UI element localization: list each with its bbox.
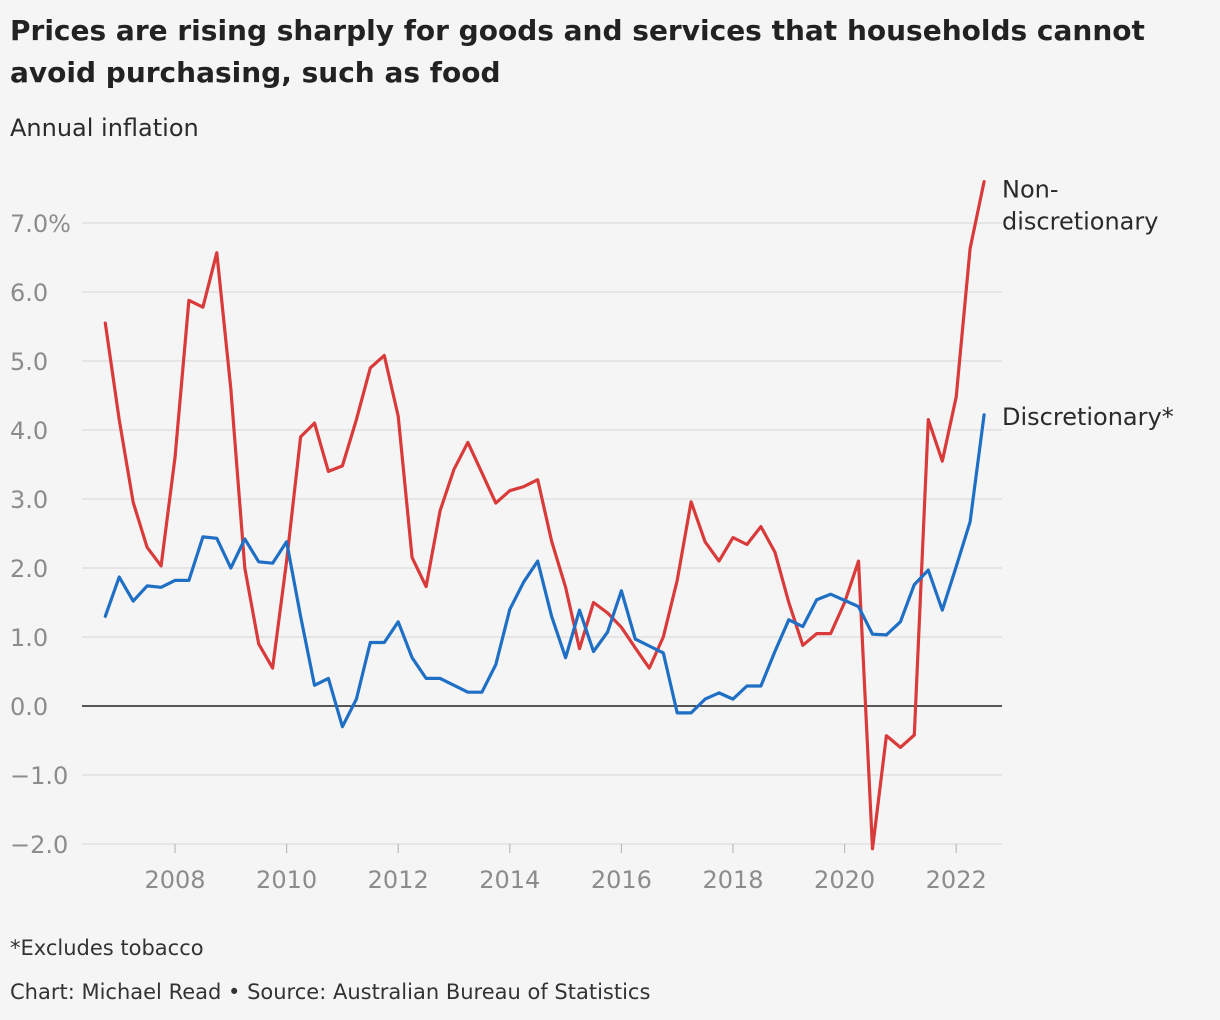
grid-lines [82,222,1002,845]
footnote: *Excludes tobacco [10,936,204,960]
y-tick-label: 7.0% [10,210,71,238]
y-tick-label: 3.0 [10,486,48,514]
y-tick-label: 1.0 [10,624,48,652]
x-tick-label: 2022 [926,866,987,894]
chart-subtitle: Annual inflation [10,114,199,142]
y-tick-label: 2.0 [10,555,48,583]
y-tick-label: 6.0 [10,279,48,307]
y-tick-label: 0.0 [10,693,48,721]
series-labels: Non-discretionary Discretionary* [1002,176,1174,431]
non-discretionary-line [103,180,986,851]
source-credit: Chart: Michael Read • Source: Australian… [10,980,651,1004]
x-tick-label: 2020 [814,866,875,894]
y-tick-label: −2.0 [10,831,68,859]
series-lines [103,180,986,851]
y-tick-label: −1.0 [10,762,68,790]
discretionary-line [103,413,986,729]
inflation-line-chart: 7.0%6.05.04.03.02.01.00.0−1.0−2.0 2008 20… [10,176,1174,894]
x-tick-label: 2012 [368,866,429,894]
y-tick-label: 4.0 [10,417,48,445]
x-axis-ticks: 2008 2010 2012 2014 2016 2018 2020 2022 [144,844,987,894]
x-tick-label: 2010 [256,866,317,894]
x-tick-label: 2016 [591,866,652,894]
x-tick-label: 2018 [702,866,763,894]
y-tick-label: 5.0 [10,348,48,376]
x-tick-label: 2014 [479,866,540,894]
x-tick-label: 2008 [144,866,205,894]
y-axis-ticks: 7.0% 6.0 5.0 4.0 3.0 2.0 1.0 0.0 −1.0 −2.0 [10,210,71,859]
chart-title: Prices are rising sharply for goods and … [10,14,1145,89]
series-label: Non-discretionary [1002,176,1158,236]
series-label: Discretionary* [1002,403,1174,431]
